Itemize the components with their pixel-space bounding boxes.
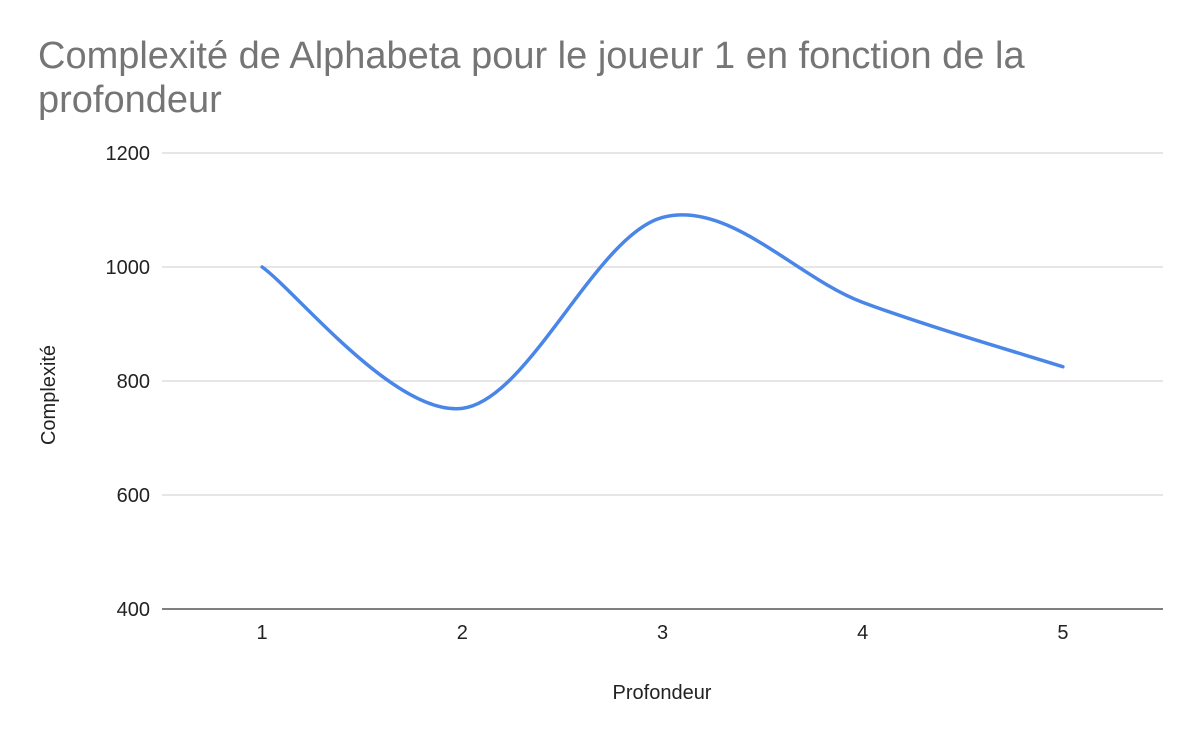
y-axis-title: Complexité bbox=[38, 345, 60, 445]
series-group bbox=[260, 213, 1065, 411]
y-tick-label: 600 bbox=[117, 485, 150, 507]
y-axis-ticks: 400 600 800 1000 1200 bbox=[106, 143, 151, 621]
y-tick-label: 400 bbox=[117, 599, 150, 621]
gridlines bbox=[162, 152, 1163, 610]
x-tick-label: 3 bbox=[657, 622, 668, 644]
x-tick-label: 5 bbox=[1057, 622, 1068, 644]
y-tick-label: 1000 bbox=[106, 257, 151, 279]
x-axis-title: Profondeur bbox=[613, 682, 712, 704]
y-tick-label: 1200 bbox=[106, 143, 151, 165]
y-tick-label: 800 bbox=[117, 371, 150, 393]
x-tick-label: 4 bbox=[857, 622, 868, 644]
x-tick-label: 1 bbox=[257, 622, 268, 644]
series-line bbox=[260, 213, 1065, 411]
chart-title: Complexité de Alphabeta pour le joueur 1… bbox=[38, 35, 1025, 121]
x-axis-ticks: 1 2 3 4 5 bbox=[257, 622, 1069, 644]
x-tick-label: 2 bbox=[457, 622, 468, 644]
